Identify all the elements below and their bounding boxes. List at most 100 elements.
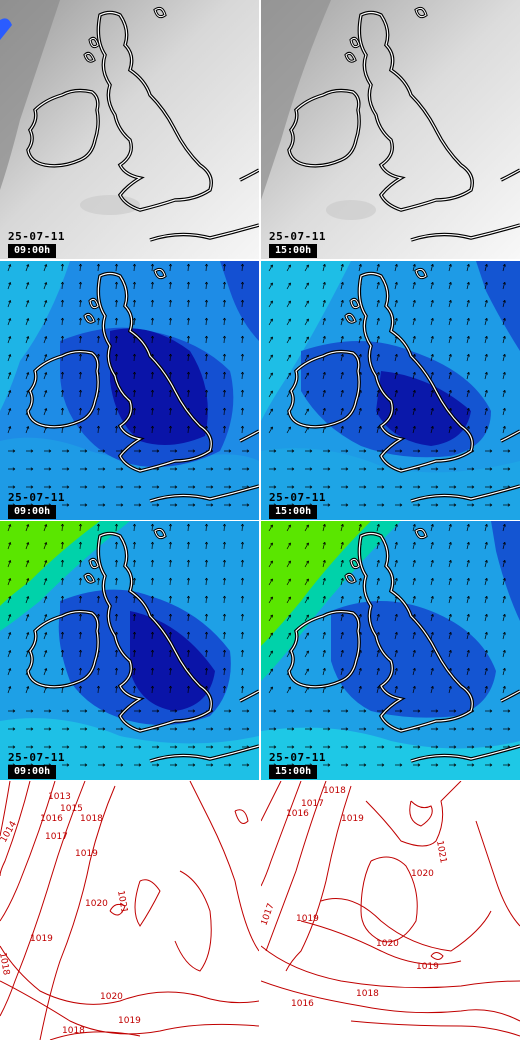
wind-arrow (61, 631, 63, 640)
wind-arrow-head (430, 595, 434, 599)
wind-arrow-head (174, 485, 178, 489)
wind-arrow-head (466, 299, 470, 303)
wind-arrow-head (345, 449, 349, 453)
wind-arrow-head (186, 631, 191, 635)
panel-date: 25-07-11 (8, 751, 65, 764)
wind-arrow (466, 560, 470, 568)
wind-arrow-head (327, 449, 331, 453)
wind-arrow (43, 578, 47, 586)
wind-arrow-head (399, 763, 403, 767)
wind-arrow (286, 632, 291, 640)
wind-arrow (115, 685, 117, 694)
wind-arrow-head (240, 353, 245, 357)
wind-arrow-head (44, 614, 48, 617)
wind-arrow (430, 524, 434, 532)
wind-arrow (466, 354, 470, 362)
wind-arrow-head (240, 613, 245, 617)
wind-arrow-head (430, 577, 434, 581)
wind-arrow (25, 372, 29, 380)
isobar-label: 1019 (118, 1016, 141, 1026)
wind-arrow (133, 541, 135, 550)
wind-arrow (304, 560, 309, 568)
wind-arrow (169, 371, 171, 380)
wind-arrow (115, 425, 117, 434)
wind-arrow-head (412, 577, 416, 581)
wind-arrow (223, 407, 225, 416)
wind-arrow-head (430, 281, 434, 285)
wind-arrow-head (78, 523, 83, 527)
wind-arrow-head (186, 649, 191, 653)
wind-arrow-head (466, 353, 470, 357)
wind-arrow-head (44, 408, 48, 411)
wind-arrow (466, 282, 470, 290)
wind-arrow (484, 596, 488, 604)
wind-arrow-head (186, 595, 191, 599)
wind-arrow-head (102, 467, 106, 471)
wind-arrow-head (186, 541, 191, 545)
wind-arrow-head (288, 686, 291, 690)
wind-arrow-head (96, 577, 101, 581)
wind-arrow-head (26, 354, 30, 357)
wind-arrow-head (394, 631, 398, 635)
wind-arrow (340, 336, 344, 344)
wind-arrow (79, 613, 81, 622)
wind-arrow-head (246, 449, 250, 453)
wind-arrow-head (376, 685, 380, 689)
wind-arrow-head (471, 485, 475, 489)
wind-arrow (187, 281, 189, 290)
wind-arrow (412, 318, 416, 326)
wind-arrow (7, 264, 11, 272)
panel-date: 25-07-11 (269, 751, 326, 764)
wind-arrow (466, 372, 470, 380)
wind-arrow (394, 300, 398, 308)
wind-arrow-head (150, 371, 155, 375)
wind-arrow-head (306, 354, 309, 358)
wind-arrow (97, 523, 99, 532)
wind-arrow-head (168, 317, 173, 321)
wind-arrow-head (399, 709, 403, 713)
wind-arrow (43, 614, 47, 622)
wind-arrow (7, 336, 11, 344)
wind-arrow-head (288, 578, 291, 582)
wind-arrow (484, 318, 488, 326)
wind-arrow (169, 559, 171, 568)
wind-arrow (286, 318, 291, 326)
wind-arrow-head (345, 485, 349, 489)
wind-arrow-head (168, 299, 173, 303)
wind-arrow-head (114, 425, 119, 429)
wind-arrow-head (78, 595, 83, 599)
wind-arrow-head (204, 577, 209, 581)
wind-arrow-head (174, 503, 178, 507)
wind-arrow-head (273, 485, 277, 489)
wind-arrow-head (327, 745, 331, 749)
wind-arrow-head (66, 745, 70, 749)
wind-arrow-head (132, 559, 137, 563)
wind-arrow-head (114, 263, 119, 267)
wind-arrow (268, 426, 273, 434)
wind-arrow (151, 281, 153, 290)
isobar-label: 1020 (85, 899, 108, 909)
wind-arrow (133, 335, 135, 344)
wind-arrow (304, 282, 309, 290)
wind-arrow (466, 264, 470, 272)
wind-arrow (394, 426, 398, 434)
wind-arrow-head (96, 523, 101, 527)
wind-arrow (430, 614, 434, 622)
isobar-label: 1018 (0, 952, 11, 977)
wind-arrow-head (484, 685, 488, 689)
wind-arrow-head (502, 613, 506, 617)
wind-arrow (268, 632, 273, 640)
wind-arrow-head (132, 685, 137, 689)
wind-arrow-head (466, 685, 470, 689)
wind-arrow-head (228, 763, 232, 767)
wind-arrow-head (322, 541, 326, 545)
wind-arrow (151, 595, 153, 604)
wind-map-canvas (261, 261, 520, 520)
wind-arrow-head (484, 353, 488, 357)
wind-arrow-head (270, 372, 273, 376)
wind-arrow (97, 317, 99, 326)
wind-arrow-head (114, 577, 119, 581)
wind-arrow-head (502, 371, 506, 375)
isobar-label: 1018 (80, 814, 103, 824)
wind-arrow (61, 299, 63, 308)
